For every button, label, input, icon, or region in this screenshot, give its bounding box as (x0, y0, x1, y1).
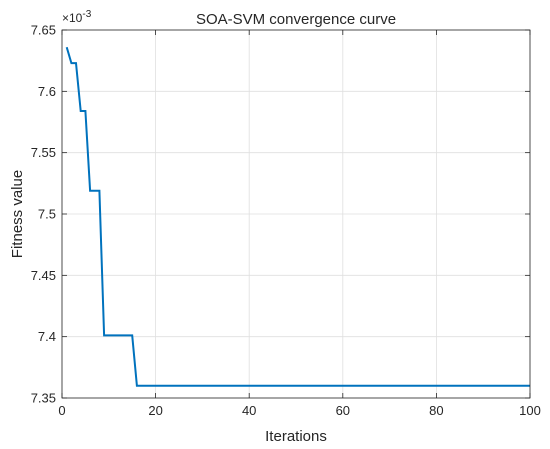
y-exponent-base: ×10 (62, 11, 83, 25)
x-tick-label: 0 (58, 403, 65, 418)
y-exponent-label: ×10-3 (62, 9, 92, 25)
y-tick-label: 7.6 (38, 84, 56, 99)
x-tick-label: 100 (519, 403, 541, 418)
x-tick-label: 80 (429, 403, 443, 418)
y-axis: 7.35 7.4 7.45 7.5 7.55 7.6 7.65 (31, 23, 530, 406)
x-tick-label: 20 (148, 403, 162, 418)
convergence-line (65, 46, 530, 387)
y-tick-label: 7.45 (31, 268, 56, 283)
chart-title: SOA-SVM convergence curve (196, 11, 396, 28)
x-axis: 0 20 40 60 80 100 (58, 30, 541, 418)
y-axis-title: Fitness value (9, 170, 26, 258)
x-tick-label: 60 (336, 403, 350, 418)
y-tick-label: 7.4 (38, 329, 56, 344)
y-tick-label: 7.35 (31, 391, 56, 406)
x-tick-label: 40 (242, 403, 256, 418)
x-axis-title: Iterations (265, 428, 327, 445)
y-tick-label: 7.5 (38, 207, 56, 222)
y-tick-label: 7.55 (31, 145, 56, 160)
y-exponent-power: -3 (82, 9, 91, 20)
y-tick-label: 7.65 (31, 23, 56, 38)
